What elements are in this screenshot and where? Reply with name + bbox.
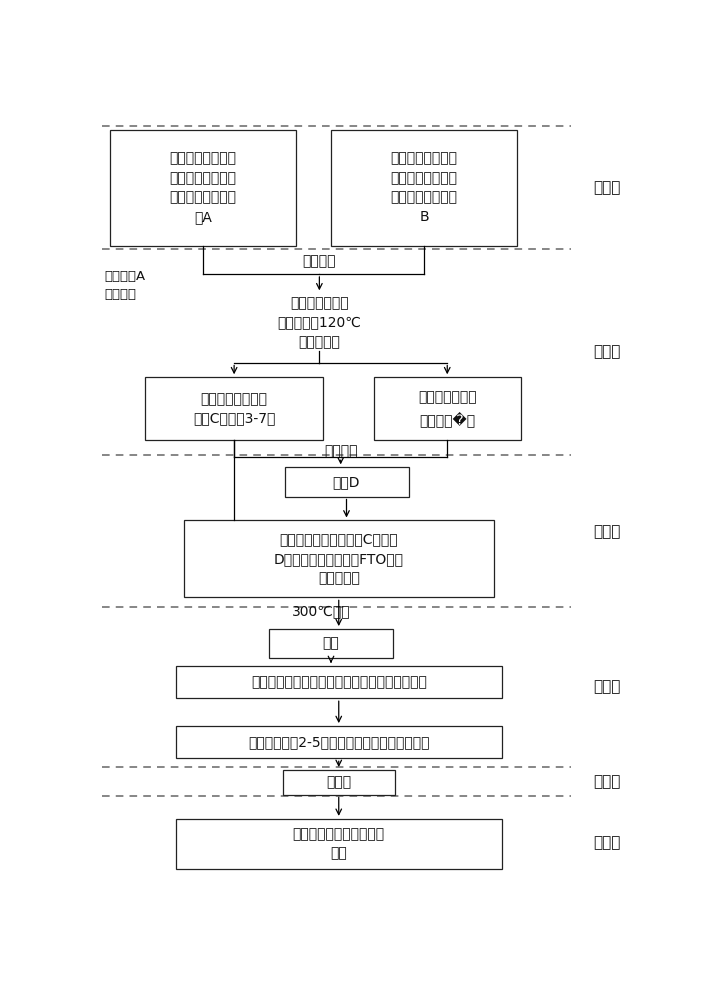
Bar — [176, 819, 502, 869]
Text: 镀电极: 镀电极 — [326, 775, 351, 789]
Text: 对镀电极的薄膜进行性能
测试: 对镀电极的薄膜进行性能 测试 — [293, 827, 385, 861]
Text: 步骤一: 步骤一 — [593, 180, 621, 195]
Text: 置于热退火炉中进行退火处理，形成一层薄膜，: 置于热退火炉中进行退火处理，形成一层薄膜， — [250, 675, 427, 689]
Text: 溶液D: 溶液D — [333, 475, 360, 489]
Text: 采用旋涂的方法将溶液C或溶液
D涂覆在亲水处理过的FTO基片
上形成湿膜: 采用旋涂的方法将溶液C或溶液 D涂覆在亲水处理过的FTO基片 上形成湿膜 — [274, 532, 404, 585]
Text: 纳米二氧化硅颗
粒的乙醇�液: 纳米二氧化硅颗 粒的乙醇�液 — [418, 391, 476, 427]
Text: 步骤六: 步骤六 — [593, 836, 621, 851]
Text: 干膜: 干膜 — [322, 637, 339, 651]
Bar — [110, 130, 296, 246]
Bar — [285, 467, 409, 497]
Text: 步骤二: 步骤二 — [593, 345, 621, 360]
Text: 加入去离子水搅
拌然后置于120℃
温度下加热: 加入去离子水搅 拌然后置于120℃ 温度下加热 — [277, 296, 362, 349]
Text: 步骤五: 步骤五 — [593, 774, 621, 789]
Bar — [176, 726, 502, 758]
Bar — [282, 770, 395, 795]
Text: 去除溶液A
中的水分: 去除溶液A 中的水分 — [105, 270, 146, 301]
Bar — [184, 520, 494, 597]
Text: 室温搅拌: 室温搅拌 — [303, 254, 336, 268]
Text: 步骤三: 步骤三 — [593, 524, 621, 539]
Text: 室温搅拌: 室温搅拌 — [324, 444, 357, 458]
Text: 加入甲酰胺，过滤
溶液C，陈华3-7天: 加入甲酰胺，过滤 溶液C，陈华3-7天 — [193, 392, 275, 426]
Text: 将正丙醇锆和钛酸
四丁酯溶于乙二醇
单甲醚中得到溶液
B: 将正丙醇锆和钛酸 四丁酯溶于乙二醇 单甲醚中得到溶液 B — [391, 152, 457, 224]
Bar — [176, 666, 502, 698]
Text: 步骤四: 步骤四 — [593, 680, 621, 695]
Text: 300℃热台: 300℃热台 — [293, 604, 351, 618]
Bar — [269, 629, 393, 658]
Bar — [374, 377, 521, 440]
Bar — [331, 130, 517, 246]
Text: 将乙酸铅溶于冰乙
酸溶液中并通过加
热去除水分得到溶
液A: 将乙酸铅溶于冰乙 酸溶液中并通过加 热去除水分得到溶 液A — [170, 152, 237, 224]
Bar — [145, 377, 323, 440]
Text: 重复镀膜工艺2-5次，获得具有一定厚度的薄膜: 重复镀膜工艺2-5次，获得具有一定厚度的薄膜 — [248, 735, 430, 749]
